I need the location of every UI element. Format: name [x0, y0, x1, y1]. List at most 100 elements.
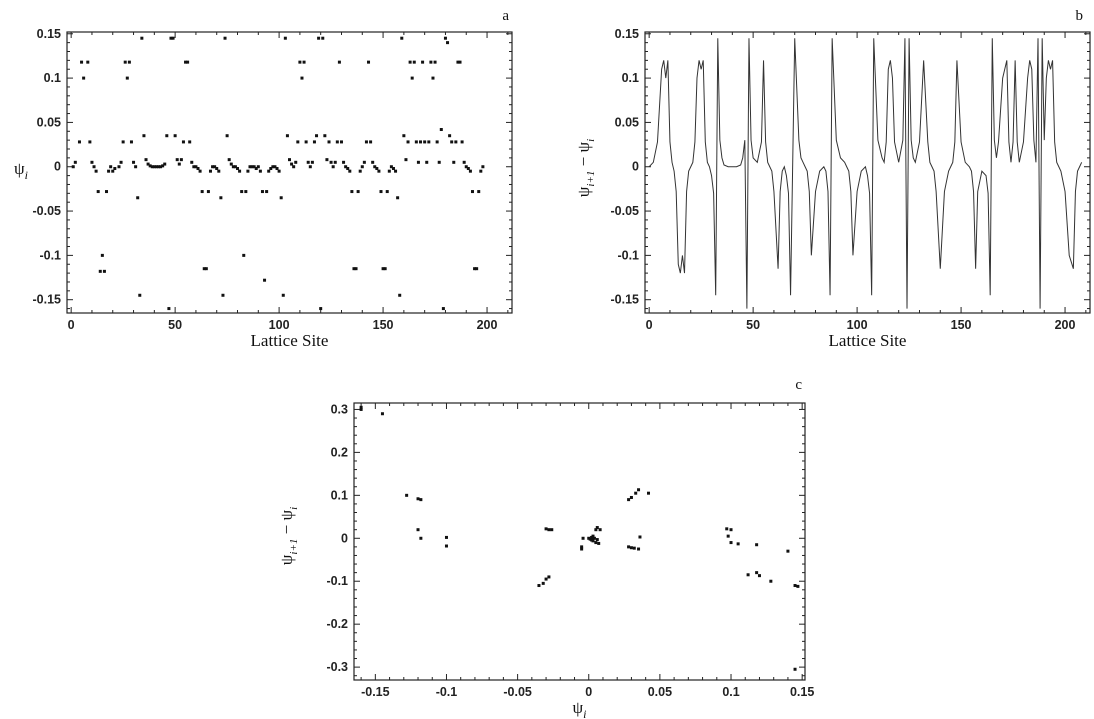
y-tick-label: -0.15 — [611, 293, 640, 307]
data-point — [441, 307, 445, 311]
data-point — [769, 579, 773, 583]
panel-letter: c — [795, 377, 802, 393]
data-line — [648, 38, 1083, 309]
panel-letter: a — [502, 8, 509, 24]
chart-panel-b: 0 50 100 150 200 -0.15 -0.1 -0.05 0 0.05 0.1 0.15 b L… — [574, 8, 1091, 350]
data-point — [477, 190, 481, 194]
data-point — [217, 169, 221, 173]
y-tick-label: 0.1 — [622, 71, 639, 85]
data-point — [88, 140, 92, 144]
data-point — [404, 158, 408, 162]
data-point — [144, 158, 148, 162]
data-point — [464, 165, 468, 169]
data-point — [335, 140, 339, 144]
y-tick-label: 0.2 — [331, 445, 348, 459]
y-axis-label: ψi — [14, 159, 28, 182]
data-point — [416, 528, 420, 532]
data-point — [279, 196, 283, 200]
plot-frame — [66, 31, 513, 314]
data-point — [146, 162, 150, 166]
data-point — [387, 169, 391, 173]
data-point — [460, 140, 464, 144]
data-point — [312, 140, 316, 144]
data-point — [439, 128, 443, 132]
data-point — [550, 528, 554, 532]
data-point — [796, 584, 800, 588]
x-tick-label: -0.15 — [361, 685, 390, 699]
data-point — [100, 253, 104, 257]
y-tick-label: 0.05 — [615, 115, 639, 129]
y-tick-label: -0.3 — [326, 660, 348, 674]
data-point — [444, 535, 448, 539]
data-point — [468, 169, 472, 173]
data-point — [433, 60, 437, 64]
data-point — [111, 169, 115, 173]
data-point — [283, 36, 287, 40]
data-point — [793, 584, 797, 588]
data-point — [647, 491, 651, 495]
data-point — [342, 160, 346, 164]
data-point — [414, 140, 418, 144]
data-point — [592, 536, 596, 540]
data-point — [580, 547, 584, 551]
data-point — [186, 60, 190, 64]
data-point — [462, 160, 466, 164]
plot-frame — [353, 402, 806, 681]
data-point — [117, 165, 121, 169]
data-point — [171, 36, 175, 40]
data-point — [256, 165, 260, 169]
data-point — [94, 169, 98, 173]
data-point — [419, 140, 423, 144]
data-point — [729, 541, 733, 545]
data-point — [184, 60, 188, 64]
data-point — [375, 167, 379, 171]
data-point — [598, 528, 602, 532]
data-point — [627, 545, 631, 549]
data-point — [629, 495, 633, 499]
data-point — [547, 575, 551, 579]
data-point — [154, 165, 158, 169]
data-point — [159, 165, 163, 169]
data-point — [359, 405, 363, 409]
data-point — [319, 307, 323, 311]
data-point — [726, 534, 730, 538]
data-point — [236, 167, 240, 171]
data-point — [140, 36, 144, 40]
data-point — [786, 549, 790, 553]
data-point — [169, 36, 173, 40]
data-point — [190, 160, 194, 164]
data-point — [427, 140, 431, 144]
data-point — [150, 165, 154, 169]
data-point — [344, 165, 348, 169]
data-point — [277, 169, 281, 173]
y-axis-label: ψi+1 − ψi — [277, 507, 300, 565]
data-point — [310, 160, 314, 164]
data-point — [369, 140, 373, 144]
data-point — [71, 165, 75, 169]
x-tick-label: 150 — [951, 318, 972, 332]
data-point — [591, 539, 595, 543]
y-tick-label: 0.1 — [44, 71, 61, 85]
data-point — [597, 541, 601, 545]
data-point — [102, 269, 106, 273]
data-point — [396, 196, 400, 200]
x-tick-label: 0.1 — [722, 685, 739, 699]
x-tick-label: 0 — [646, 318, 653, 332]
data-point — [202, 267, 206, 271]
data-point — [206, 190, 210, 194]
data-point — [594, 528, 598, 532]
x-axis-label: ψi — [573, 698, 587, 719]
data-point — [473, 267, 477, 271]
data-point — [119, 160, 123, 164]
data-point — [452, 160, 456, 164]
data-point — [450, 140, 454, 144]
data-point — [290, 162, 294, 166]
y-tick-label: -0.15 — [33, 293, 62, 307]
data-point — [591, 534, 595, 538]
data-point — [321, 36, 325, 40]
data-point — [537, 584, 541, 588]
data-point — [123, 60, 127, 64]
data-point — [248, 165, 252, 169]
y-tick-label: -0.2 — [326, 617, 348, 631]
data-point — [271, 165, 275, 169]
